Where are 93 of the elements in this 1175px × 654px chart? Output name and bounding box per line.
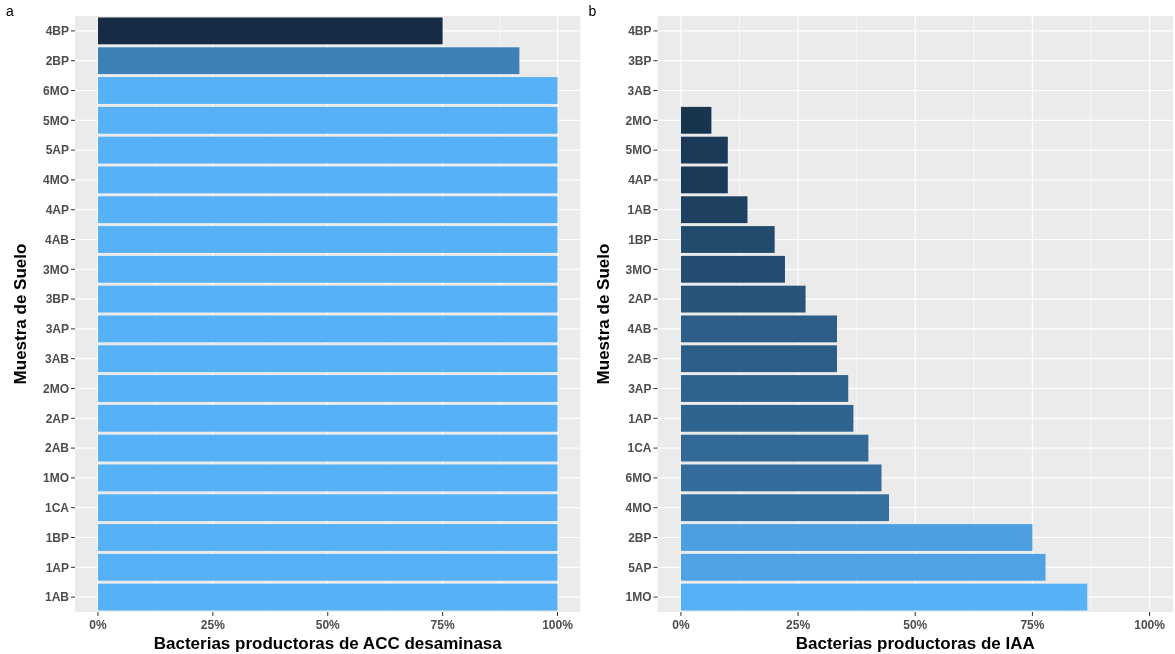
y-tick-label: 4AB — [44, 232, 70, 247]
bar — [680, 196, 748, 224]
y-tick-label: 1MO — [42, 471, 69, 486]
x-tick-label: 75% — [430, 618, 455, 632]
bar — [97, 375, 558, 402]
x-tick-label: 50% — [903, 618, 928, 632]
bar — [680, 404, 854, 432]
bar — [680, 464, 882, 492]
y-tick-label: 3BP — [628, 53, 652, 68]
bar — [97, 17, 443, 45]
bar — [97, 226, 558, 253]
x-tick-label: 25% — [200, 618, 226, 632]
y-tick-label: 4AP — [628, 173, 652, 188]
y-tick-label: 5AP — [628, 560, 652, 575]
y-tick-label: 5AP — [45, 143, 69, 158]
y-tick-label: 5MO — [42, 113, 69, 128]
y-tick-label: 2BP — [628, 530, 652, 545]
y-tick-label: 4BP — [628, 24, 652, 39]
y-tick-label: 1AP — [628, 411, 652, 426]
x-tick-label: 100% — [542, 618, 574, 632]
y-tick-label: 1AP — [45, 560, 69, 575]
bar — [97, 434, 558, 462]
y-tick-label: 2AB — [44, 441, 70, 456]
y-tick-label: 1BP — [45, 530, 69, 545]
x-tick-label: 100% — [1134, 618, 1166, 632]
x-axis-title: Bacterias productoras de ACC desaminasa — [153, 634, 503, 653]
bar — [97, 196, 558, 224]
chart-title: a — [6, 3, 14, 19]
bar — [97, 553, 558, 581]
bar — [680, 166, 728, 194]
y-tick-label: 2AB — [627, 351, 652, 366]
bar — [97, 136, 558, 164]
y-tick-label: 3AB — [627, 83, 652, 98]
x-tick-label: 50% — [315, 618, 341, 632]
bar — [680, 434, 869, 462]
bar — [680, 226, 775, 253]
y-tick-label: 4MO — [625, 500, 652, 515]
bar — [97, 583, 558, 611]
bar — [680, 255, 785, 283]
y-tick-label: 2MO — [42, 381, 69, 396]
bar — [97, 524, 558, 551]
chart-title: b — [588, 3, 597, 19]
y-tick-label: 3AP — [45, 322, 69, 337]
y-tick-label: 3MO — [42, 262, 69, 277]
y-axis-title: Muestra de Suelo — [593, 243, 613, 385]
bar — [680, 524, 1033, 551]
y-tick-label: 2MO — [625, 113, 652, 128]
bar — [97, 464, 558, 492]
bar — [97, 166, 558, 194]
bar — [680, 375, 849, 402]
y-tick-label: 1BP — [628, 232, 652, 247]
y-tick-label: 1MO — [625, 590, 652, 605]
bar — [680, 345, 837, 373]
bar — [97, 47, 520, 75]
x-tick-label: 75% — [1020, 618, 1045, 632]
bar — [97, 404, 558, 432]
bar — [680, 136, 728, 164]
y-tick-label: 3BP — [45, 292, 69, 307]
bar — [97, 255, 558, 283]
y-tick-label: 6MO — [42, 83, 69, 98]
bar — [680, 583, 1088, 611]
bar — [97, 494, 558, 522]
bar — [97, 77, 558, 104]
y-tick-label: 4MO — [42, 173, 69, 188]
bar — [97, 315, 558, 343]
y-tick-label: 5MO — [625, 143, 652, 158]
y-tick-label: 2BP — [45, 53, 69, 68]
bar — [97, 106, 558, 134]
bar — [680, 106, 712, 134]
y-tick-label: 1AB — [627, 202, 652, 217]
bar — [97, 345, 558, 373]
y-tick-label: 2AP — [628, 292, 652, 307]
x-axis-title: Bacterias productoras de IAA — [795, 634, 1035, 653]
bar — [680, 494, 890, 522]
y-axis-title: Muestra de Suelo — [11, 243, 30, 385]
bar — [680, 553, 1046, 581]
y-tick-label: 1CA — [44, 500, 70, 515]
y-tick-label: 1CA — [627, 441, 652, 456]
x-tick-label: 0% — [89, 618, 107, 632]
y-tick-label: 3MO — [625, 262, 652, 277]
y-tick-label: 6MO — [625, 471, 652, 486]
x-tick-label: 25% — [786, 618, 811, 632]
y-tick-label: 2AP — [45, 411, 69, 426]
y-tick-label: 1AB — [44, 590, 70, 605]
y-tick-label: 4AP — [45, 202, 69, 217]
y-tick-label: 4AB — [627, 322, 652, 337]
y-tick-label: 4BP — [45, 24, 69, 39]
x-tick-label: 0% — [672, 618, 690, 632]
bar — [680, 315, 837, 343]
y-tick-label: 3AP — [628, 381, 652, 396]
bar — [97, 285, 558, 313]
y-tick-label: 3AB — [44, 351, 70, 366]
bar — [680, 285, 806, 313]
